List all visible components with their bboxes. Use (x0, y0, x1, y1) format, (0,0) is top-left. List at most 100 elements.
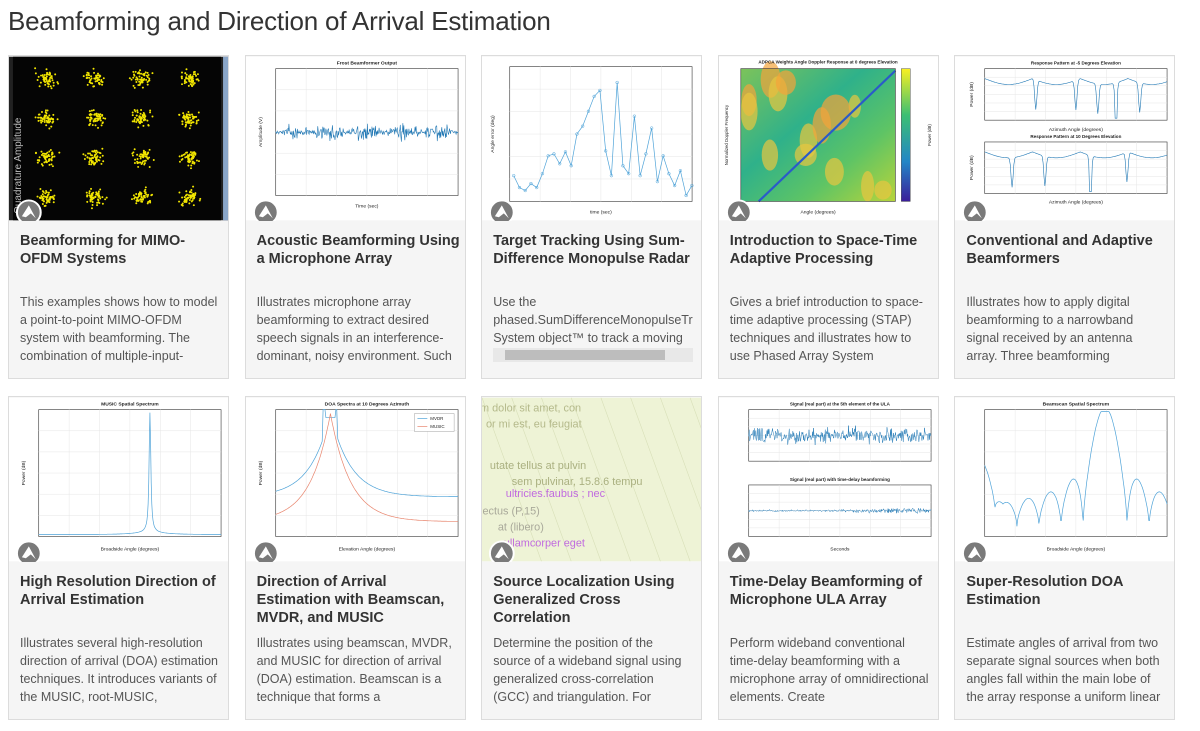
dot (147, 123, 150, 126)
dot (187, 196, 190, 199)
example-card[interactable]: time (sec) Angle error (deg) Target Tracki… (481, 55, 703, 379)
example-card[interactable]: m dolor sit amet, con or mi est, eu feugi… (481, 396, 703, 720)
card-title: High Resolution Direction of Arrival Est… (20, 574, 216, 608)
texture-line (660, 397, 702, 511)
dot (45, 191, 48, 194)
dot (47, 154, 50, 157)
example-card[interactable]: ADPCA Weights Angle Doppler Response at … (717, 55, 939, 379)
dot (88, 152, 91, 155)
dot (43, 74, 46, 77)
dot (189, 194, 192, 197)
dot (53, 194, 56, 197)
dot (141, 198, 144, 201)
dot (88, 160, 91, 163)
dot (34, 67, 37, 70)
thumb-label: Response Pattern at 10 Degrees Elevation (1031, 134, 1122, 139)
example-card[interactable]: Quadrature Amplitude Beamforming for MIMO… (8, 55, 229, 379)
dot (143, 77, 146, 80)
dot (144, 159, 147, 162)
dot (137, 71, 140, 74)
dot (40, 74, 43, 77)
dot (86, 156, 89, 159)
marker (655, 179, 660, 184)
dot (95, 149, 98, 152)
dot (97, 126, 100, 129)
dot (52, 84, 55, 87)
dot (94, 77, 97, 80)
dot (189, 124, 192, 127)
dot (183, 196, 186, 199)
dot (43, 80, 46, 83)
dot (192, 71, 195, 74)
dot (45, 78, 48, 81)
marker (678, 169, 683, 173)
dot (133, 120, 136, 123)
thumb-label: Beamscan Spatial Spectrum (1043, 402, 1110, 408)
dot (183, 80, 186, 83)
texture-line (600, 397, 661, 562)
dot (91, 201, 94, 204)
dot (130, 198, 133, 201)
dot (131, 111, 134, 114)
dot (189, 73, 192, 76)
dot (90, 75, 93, 78)
marker (546, 154, 551, 158)
card-description: Illustrates several high-resolution dire… (20, 636, 218, 704)
example-card[interactable]: Signal (real part) at the 5th element of… (717, 396, 939, 720)
dot (42, 75, 45, 78)
dot (148, 79, 151, 82)
dot (47, 121, 50, 124)
dot (193, 155, 196, 158)
dot (133, 148, 136, 151)
dot (188, 80, 191, 83)
example-card[interactable]: Response Pattern at -5 Degrees Elevation… (954, 55, 1176, 379)
dot (140, 76, 143, 79)
dot (192, 115, 195, 118)
dot (139, 69, 142, 72)
dot (144, 188, 147, 191)
dot (44, 76, 47, 79)
dot (145, 193, 148, 196)
dot (44, 152, 47, 155)
example-card[interactable]: Frost Beamformer Output Time (sec) Amplitu… (244, 55, 466, 379)
dot (194, 192, 197, 195)
dot (185, 76, 188, 79)
dot (43, 204, 46, 207)
dot (104, 117, 107, 120)
dot (45, 112, 48, 115)
dot (185, 73, 188, 76)
heat-blob (740, 92, 758, 131)
dot (133, 197, 136, 200)
dot (146, 76, 149, 79)
example-card[interactable]: MUSIC Spatial Spectrum Broadside Angle (d… (8, 396, 229, 720)
dot (134, 158, 137, 161)
dot (132, 84, 135, 87)
dot (188, 202, 191, 205)
dot (185, 151, 188, 154)
dot (44, 83, 47, 86)
dot (89, 82, 92, 84)
dot (52, 81, 55, 84)
dot (97, 199, 100, 202)
thumb-label: Power (dB) (969, 82, 975, 107)
thumb-label: DOA Spectra at 10 Degrees Azimuth (324, 402, 408, 408)
dot (46, 73, 49, 76)
dot (134, 196, 137, 199)
dot (96, 194, 99, 197)
texture-line (541, 397, 602, 562)
plot-line (38, 412, 222, 535)
dot (97, 118, 100, 121)
dot (151, 72, 154, 75)
icon-glyph (968, 205, 983, 219)
example-card[interactable]: Beamscan Spatial Spectrum Broadside Angle… (954, 396, 1176, 720)
dot (131, 114, 134, 117)
example-icon (252, 540, 279, 562)
dot (49, 85, 52, 88)
dot (145, 74, 148, 77)
dot (101, 196, 104, 199)
plot-line (984, 411, 1168, 527)
marker (518, 185, 522, 190)
dot (136, 153, 139, 156)
example-card[interactable]: MVDR MUSIC DOA Spectra at 10 Degrees Azimu… (244, 396, 466, 720)
dot (99, 113, 102, 116)
